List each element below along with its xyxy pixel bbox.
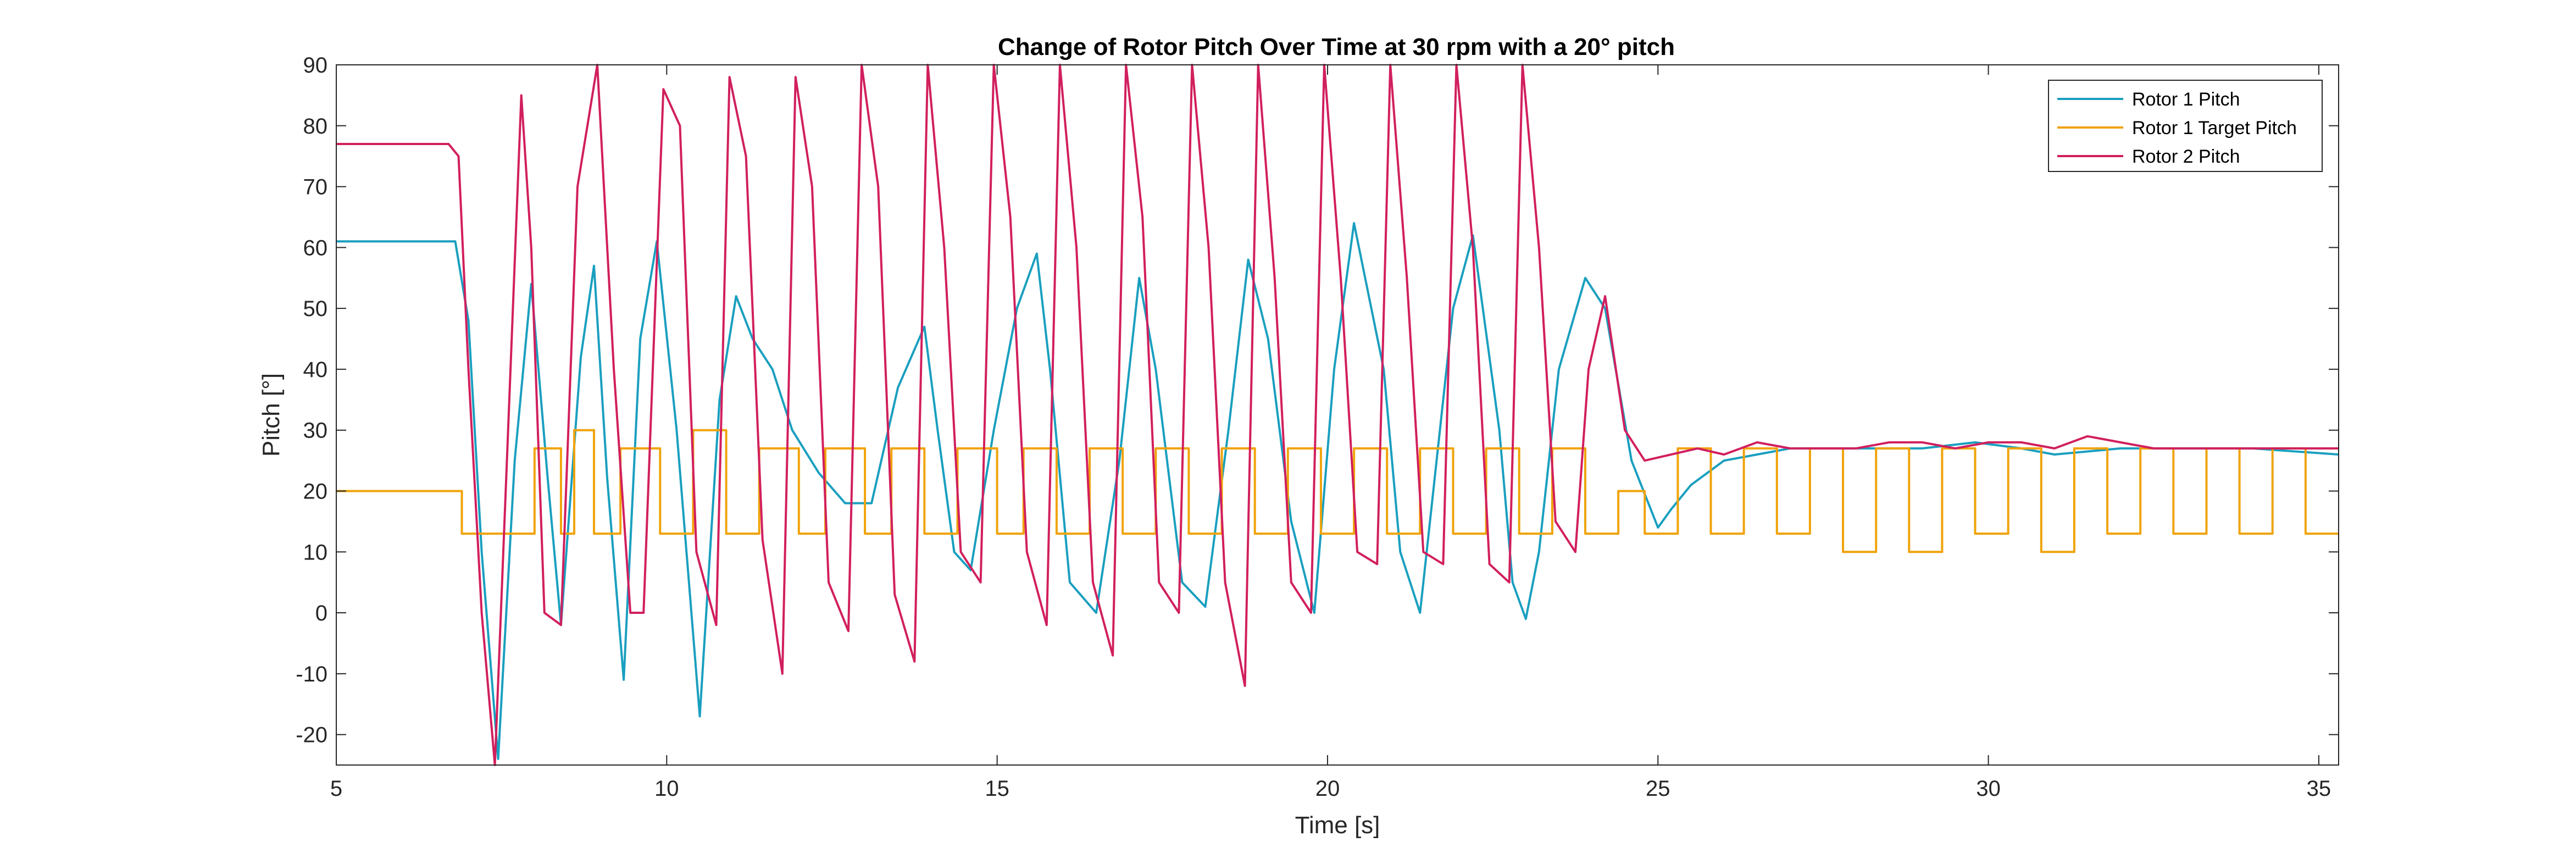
x-axis-label: Time [s] — [1295, 812, 1380, 839]
y-tick-label-10: 10 — [303, 540, 328, 564]
y-tick-label-70: 70 — [303, 175, 328, 199]
x-tick-label-20: 20 — [1315, 777, 1340, 801]
x-tick-label-15: 15 — [985, 777, 1009, 801]
x-tick-label-10: 10 — [654, 777, 679, 801]
y-tick-label-20: 20 — [303, 479, 328, 503]
chart-title: Change of Rotor Pitch Over Time at 30 rp… — [998, 34, 1675, 60]
y-tick-label-30: 30 — [303, 419, 328, 443]
series-line-2 — [336, 429, 2339, 553]
y-tick-label-40: 40 — [303, 358, 328, 382]
y-tick-label-80: 80 — [303, 114, 328, 138]
y-tick-label-60: 60 — [303, 236, 328, 260]
legend-label-1: Rotor 1 Pitch — [2132, 89, 2240, 110]
legend-label-2: Rotor 1 Target Pitch — [2132, 118, 2297, 138]
x-tick-label-30: 30 — [1976, 777, 2001, 801]
y-tick-label-90: 90 — [303, 53, 328, 77]
x-tick-label-35: 35 — [2307, 777, 2331, 801]
plot-border — [336, 64, 2339, 766]
plot-area — [336, 65, 2339, 765]
legend: Rotor 1 Pitch Rotor 1 Target Pitch Rotor 2… — [2048, 80, 2323, 172]
x-tick-label-5: 5 — [330, 777, 342, 801]
y-tick-label-50: 50 — [303, 297, 328, 321]
y-axis-label: Pitch [°] — [258, 373, 285, 457]
legend-label-3: Rotor 2 Pitch — [2132, 146, 2240, 167]
y-tick-label--10: -10 — [296, 662, 327, 686]
ticks-layer: 5 10 15 20 25 30 35 -20 -10 0 10 20 30 40 50 60 70 80 90 — [296, 53, 2339, 801]
x-tick-label-25: 25 — [1646, 777, 1670, 801]
y-tick-label--20: -20 — [296, 723, 327, 747]
y-tick-label-0: 0 — [315, 601, 327, 625]
